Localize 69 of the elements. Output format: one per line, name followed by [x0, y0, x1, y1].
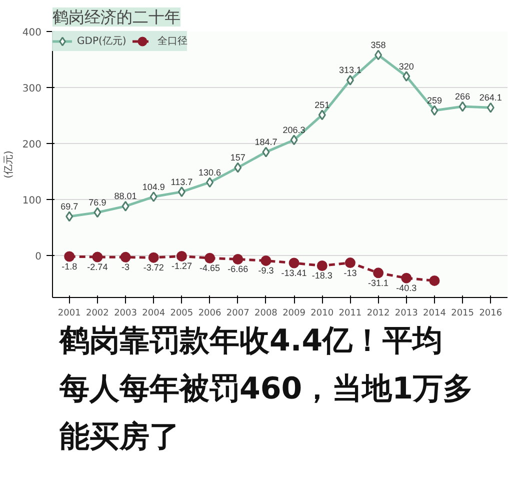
- x-tick-label: 2008: [254, 308, 278, 318]
- data-label: 206.3: [282, 124, 306, 135]
- y-tick-label: 100: [22, 196, 42, 206]
- x-tick-label: 2009: [282, 308, 306, 318]
- data-label: 76.9: [88, 197, 106, 208]
- data-label: 358: [370, 40, 386, 50]
- x-tick-label: 2004: [142, 308, 166, 318]
- y-tick-label: 200: [22, 140, 42, 150]
- y-axis-title: (亿元): [3, 150, 14, 178]
- data-label: 266: [455, 92, 470, 102]
- legend-label: 全口径: [157, 35, 188, 48]
- data-label: 104.9: [142, 182, 165, 192]
- data-label: -2.74: [87, 262, 108, 272]
- point: [92, 252, 103, 262]
- point: [120, 252, 131, 262]
- data-label: -6.66: [228, 264, 248, 274]
- point: [288, 258, 300, 268]
- point: [64, 251, 75, 262]
- data-label: -13.41: [281, 268, 307, 278]
- point: [176, 250, 187, 262]
- x-tick-label: 2010: [310, 308, 334, 318]
- data-label: 130.6: [198, 167, 222, 178]
- point: [373, 268, 384, 278]
- y-tick-label: 300: [22, 84, 42, 94]
- x-tick-label: 2013: [394, 308, 418, 318]
- chart-title: 鹤岗经济的二十年: [52, 8, 180, 26]
- point: [429, 275, 440, 286]
- data-label: 157: [230, 152, 246, 163]
- data-label: 259: [426, 95, 442, 106]
- point: [148, 252, 159, 263]
- y-tick-label: 400: [22, 28, 42, 38]
- data-label: 251: [314, 100, 330, 110]
- data-label: 184.7: [254, 137, 278, 148]
- x-tick-label: 2015: [451, 308, 474, 318]
- data-label: -1.27: [171, 261, 192, 272]
- x-tick-label: 2005: [170, 308, 194, 318]
- x-tick-label: 2006: [198, 308, 222, 318]
- text: 鹤岗靠罚款年收4.4亿！平均每人每年被罚460，当地1万多能买房了: [58, 324, 474, 454]
- point: [344, 258, 356, 268]
- point: [204, 252, 216, 264]
- data-label: 264.1: [479, 92, 502, 103]
- x-tick-label: 2001: [58, 308, 81, 318]
- data-label: -9.3: [258, 266, 274, 276]
- data-label: -31.1: [368, 278, 389, 288]
- data-label: -1.8: [62, 262, 78, 272]
- data-label: -40.3: [396, 283, 417, 294]
- point: [232, 254, 244, 264]
- data-label: -13: [344, 268, 357, 278]
- x-tick-label: 2003: [114, 308, 137, 318]
- data-label: 313.1: [338, 65, 362, 76]
- x-tick-label: 2011: [338, 308, 362, 318]
- y-tick-label: 0: [35, 252, 42, 262]
- data-label: 69.7: [60, 201, 78, 212]
- point: [401, 272, 412, 284]
- data-label: 320: [398, 61, 414, 72]
- x-tick-label: 2012: [366, 308, 390, 318]
- legend-label: GDP(亿元): [77, 35, 126, 48]
- data-label: 88.01: [114, 191, 137, 202]
- point: [316, 260, 328, 271]
- x-tick-label: 2002: [86, 308, 109, 318]
- data-label: -18.3: [312, 270, 332, 281]
- data-label: -3.72: [143, 262, 164, 273]
- x-tick-label: 2016: [479, 308, 502, 318]
- point: [260, 255, 272, 266]
- x-tick-label: 2014: [423, 308, 446, 318]
- data-label: -4.65: [200, 263, 220, 274]
- x-tick-label: 2007: [226, 308, 250, 318]
- data-label: -3: [122, 262, 130, 272]
- data-label: 113.7: [170, 176, 193, 187]
